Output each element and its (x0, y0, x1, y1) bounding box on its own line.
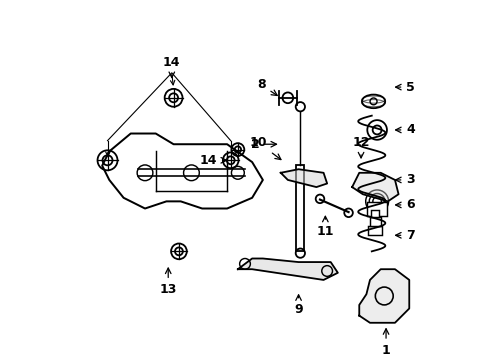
FancyBboxPatch shape (367, 202, 387, 216)
Polygon shape (359, 269, 409, 323)
Text: 3: 3 (395, 174, 415, 186)
Text: 8: 8 (257, 78, 277, 95)
Polygon shape (352, 173, 398, 201)
Text: 10: 10 (250, 136, 281, 159)
Text: 6: 6 (395, 198, 415, 211)
Text: 2: 2 (250, 138, 276, 151)
Text: 12: 12 (352, 136, 370, 158)
Polygon shape (281, 169, 327, 187)
Text: 14: 14 (163, 56, 180, 77)
FancyBboxPatch shape (371, 210, 379, 217)
Text: 7: 7 (395, 229, 415, 242)
Text: 1: 1 (382, 329, 391, 357)
Text: 5: 5 (395, 81, 415, 94)
FancyBboxPatch shape (296, 165, 304, 251)
FancyBboxPatch shape (370, 217, 381, 226)
Text: 13: 13 (160, 268, 177, 296)
Text: 14: 14 (199, 154, 226, 167)
Text: 9: 9 (294, 295, 303, 316)
Text: 4: 4 (395, 123, 415, 136)
Text: 11: 11 (317, 216, 334, 238)
FancyBboxPatch shape (368, 226, 383, 235)
Polygon shape (238, 258, 338, 280)
